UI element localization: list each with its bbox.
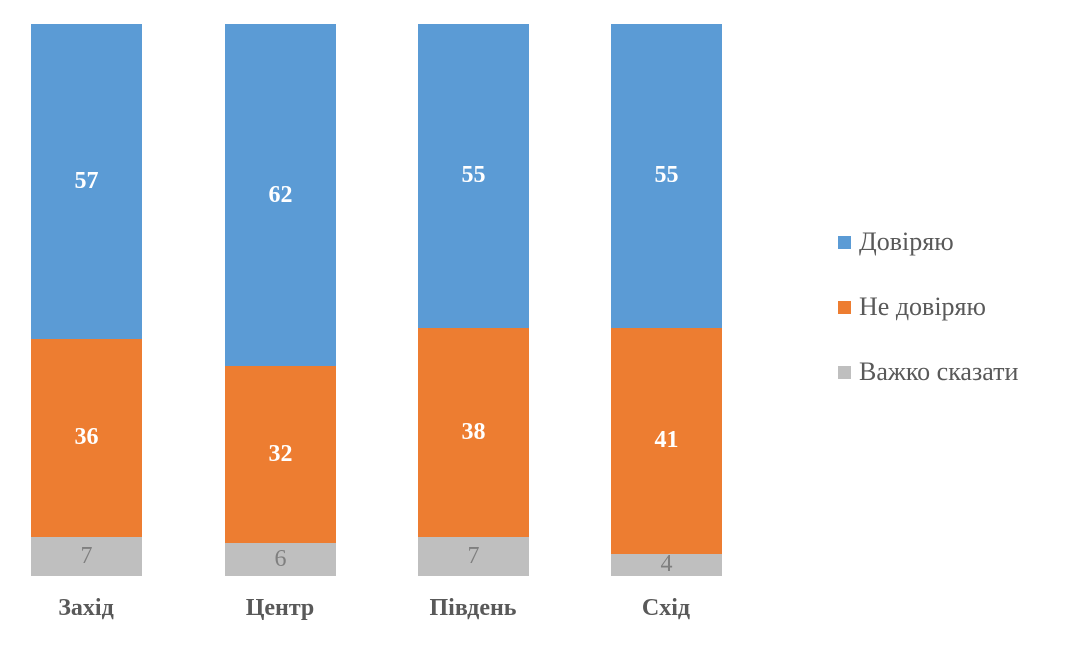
segment-distrust: 38 (418, 327, 529, 538)
segment-distrust: 36 (31, 338, 142, 538)
data-label: 7 (80, 543, 93, 570)
legend-item-hard-to-say: Важко сказати (838, 356, 1018, 388)
category-label-tsentr: Центр (245, 595, 315, 621)
legend-swatch-icon (838, 365, 851, 379)
category-label-pivden: Південь (429, 595, 517, 621)
data-label: 57 (74, 167, 99, 194)
data-label: 6 (274, 545, 287, 572)
segment-distrust: 41 (611, 327, 722, 554)
segment-trust: 55 (418, 24, 529, 328)
segment-distrust: 32 (225, 366, 336, 543)
data-label: 32 (268, 441, 293, 468)
segment-trust: 57 (31, 24, 142, 339)
segment-hard-to-say: 7 (418, 537, 529, 576)
data-label: 41 (654, 427, 679, 454)
data-label: 36 (74, 424, 99, 451)
legend-swatch-icon (838, 235, 851, 249)
legend-label: Не довіряю (859, 292, 986, 321)
segment-trust: 62 (225, 24, 336, 367)
bar-tsentr: 62 32 6 (225, 24, 336, 576)
legend-label: Довіряю (859, 227, 954, 256)
segment-hard-to-say: 6 (225, 542, 336, 576)
legend-label: Важко сказати (859, 357, 1019, 386)
data-label: 62 (268, 181, 293, 208)
segment-trust: 55 (611, 24, 722, 328)
data-label: 55 (461, 162, 486, 189)
data-label: 7 (467, 543, 480, 570)
legend-item-trust: Довіряю (838, 226, 1018, 258)
category-label-zakhid: Захід (58, 595, 114, 621)
legend: Довіряю Не довіряю Важко сказати (838, 226, 1018, 421)
bar-zakhid: 57 36 7 (31, 24, 142, 576)
segment-hard-to-say: 7 (31, 537, 142, 576)
segment-hard-to-say: 4 (611, 551, 722, 578)
data-label: 55 (654, 162, 679, 189)
data-label: 38 (461, 418, 486, 445)
data-label: 4 (660, 551, 673, 578)
legend-swatch-icon (838, 300, 851, 314)
category-label-skhid: Схід (641, 595, 691, 621)
legend-item-distrust: Не довіряю (838, 291, 1018, 323)
bar-skhid: 55 41 4 (611, 24, 722, 578)
bar-pivden: 55 38 7 (418, 24, 529, 576)
